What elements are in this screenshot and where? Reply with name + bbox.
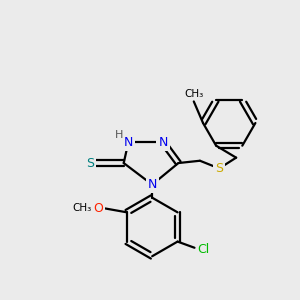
Text: Cl: Cl xyxy=(198,243,210,256)
Text: H: H xyxy=(115,130,123,140)
Text: S: S xyxy=(215,162,223,175)
Text: S: S xyxy=(87,157,94,169)
Text: O: O xyxy=(93,202,103,215)
Text: N: N xyxy=(124,136,133,149)
Text: N: N xyxy=(158,136,168,149)
Text: N: N xyxy=(148,178,157,191)
Text: CH₃: CH₃ xyxy=(73,203,92,214)
Text: CH₃: CH₃ xyxy=(184,89,203,99)
